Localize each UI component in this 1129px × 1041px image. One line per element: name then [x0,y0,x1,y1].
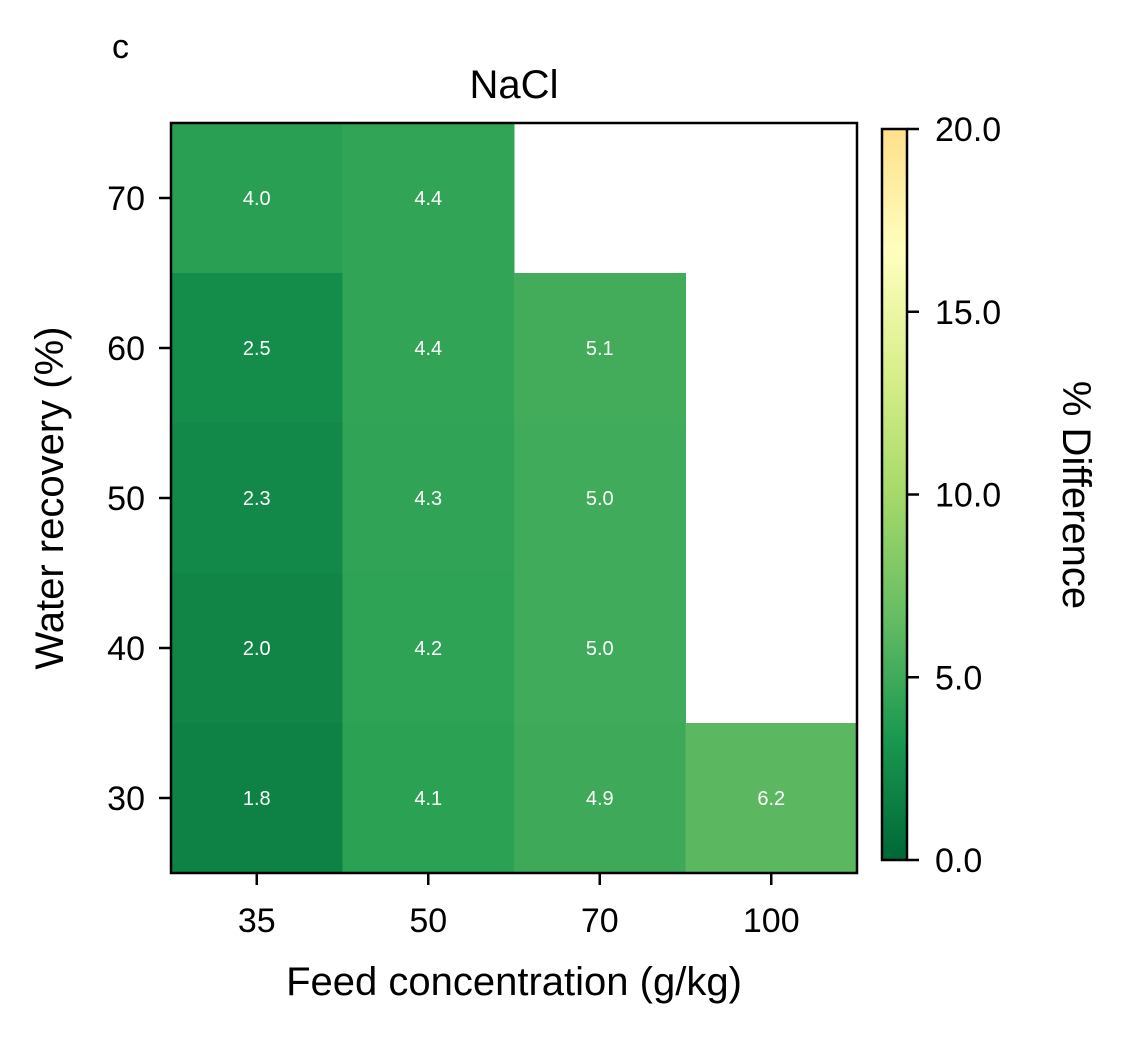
y-tick-label: 30 [107,780,145,818]
colorbar-tick-label: 15.0 [935,294,1001,332]
cell-value-label: 5.0 [586,638,614,660]
heatmap-cell [342,723,515,874]
x-tick-label: 100 [743,902,800,940]
y-tick-label: 60 [107,330,145,368]
heatmap-cell [171,423,343,574]
x-tick-label: 50 [409,902,447,940]
cell-value-label: 4.9 [586,788,614,810]
cell-value-label: 4.2 [414,638,442,660]
chart-title: NaCl [470,63,559,107]
cell-value-label: 5.0 [586,488,614,510]
y-tick-label: 50 [107,480,145,518]
x-tick-label: 35 [238,902,276,940]
heatmap-cell [171,573,343,724]
panel-label: c [112,28,129,66]
cell-value-label: 4.1 [414,788,442,810]
x-axis-label: Feed concentration (g/kg) [286,960,742,1004]
heatmap-cells: 4.0 4.4 2.5 4.4 5.1 2.3 4.3 5.0 2.0 4.2 5.0 1.8 4.1 4… [171,123,858,874]
heatmap-cell [171,723,343,874]
y-tick-label: 70 [107,180,145,218]
cell-value-label: 4.0 [243,188,271,210]
colorbar: 0.0 5.0 10.0 15.0 20.0 [880,111,1001,880]
cell-value-label: 5.1 [586,338,614,360]
heatmap-cell [342,423,515,574]
cell-value-label: 4.3 [414,488,442,510]
heatmap-cell [514,573,686,724]
cell-value-label: 4.4 [414,338,442,360]
cell-value-label: 6.2 [757,788,785,810]
colorbar-tick-label: 5.0 [935,659,982,697]
cell-value-label: 2.0 [243,638,271,660]
colorbar-label: % Difference [1054,381,1098,609]
heatmap-cell [342,273,515,424]
y-tick-label: 40 [107,630,145,668]
cell-value-label: 2.3 [243,488,271,510]
heatmap-cell [342,573,515,724]
heatmap-cell [171,273,343,424]
cell-value-label: 1.8 [243,788,271,810]
colorbar-tick-label: 10.0 [935,477,1001,515]
colorbar-tick-label: 20.0 [935,111,1001,149]
cell-value-label: 4.4 [414,188,442,210]
heatmap-cell [514,723,686,874]
x-tick-label: 70 [581,902,619,940]
y-axis: 70 60 50 40 30 [107,180,171,818]
colorbar-gradient [880,127,909,862]
heatmap-cell [171,123,343,274]
x-axis: 35 50 70 100 [238,873,800,940]
heatmap-cell [514,273,686,424]
y-axis-label: Water recovery (%) [28,326,72,669]
colorbar-tick-label: 0.0 [935,842,982,880]
heatmap-cell [685,723,858,874]
heatmap-cell [514,423,686,574]
cell-value-label: 2.5 [243,338,271,360]
heatmap-cell [342,123,515,274]
